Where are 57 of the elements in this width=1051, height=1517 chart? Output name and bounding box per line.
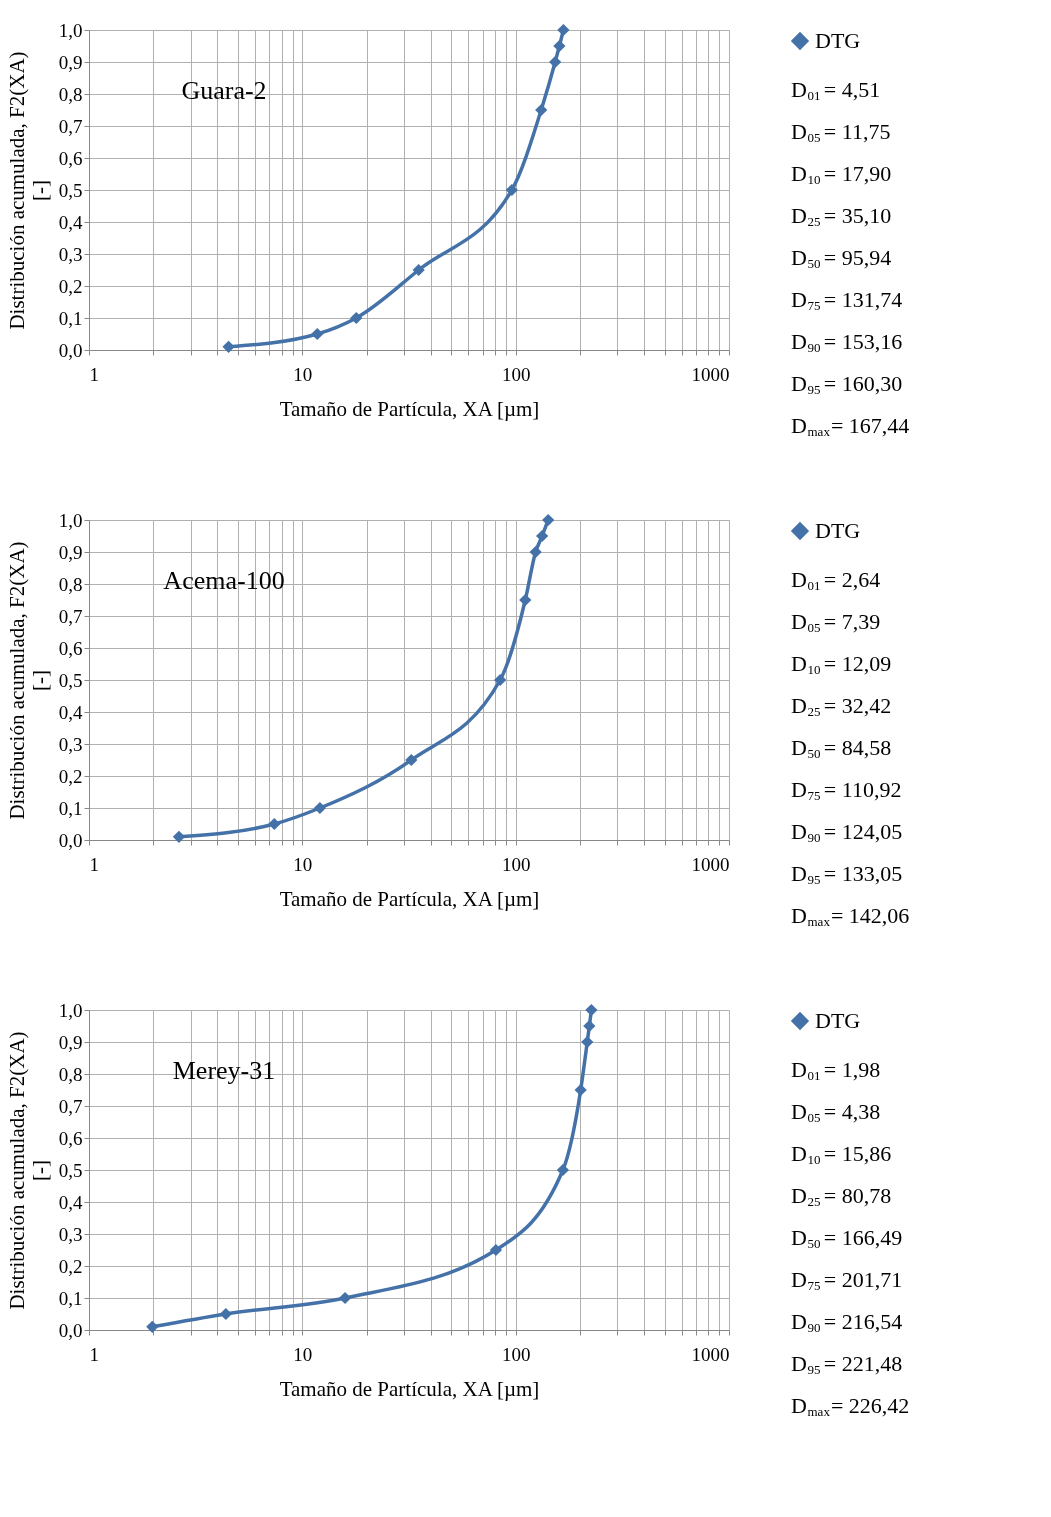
x-tick-label: 1000 <box>691 363 730 385</box>
x-axis-title: Tamaño de Partícula, XA [µm] <box>279 1376 540 1401</box>
legend-label: DTG <box>815 28 861 53</box>
x-tick-label: 1000 <box>691 853 730 875</box>
legend-label: DTG <box>815 518 861 543</box>
y-tick-label: 0,4 <box>58 211 83 233</box>
y-tick-label: 0,1 <box>58 797 83 819</box>
y-tick-label: 0,5 <box>58 179 83 201</box>
x-tick-label: 10 <box>293 1343 313 1365</box>
y-tick-label: 0,0 <box>58 1319 83 1341</box>
y-axis-title: Distribución acumulada, F2(XA) [-] <box>4 541 52 820</box>
x-axis-title: Tamaño de Partícula, XA [µm] <box>279 886 540 911</box>
x-tick-label: 10 <box>293 363 313 385</box>
y-tick-label: 0,1 <box>58 1287 83 1309</box>
y-tick-label: 0,8 <box>58 573 83 595</box>
y-tick-label: 0,9 <box>58 1031 83 1053</box>
text: Guara-2 <box>181 76 267 105</box>
y-tick-label: 0,2 <box>58 1255 83 1277</box>
x-tick-label: 100 <box>501 363 531 385</box>
x-tick-label: 1 <box>89 363 99 385</box>
x-tick-label: 1 <box>89 853 99 875</box>
x-tick-label: 1000 <box>691 1343 730 1365</box>
y-tick-label: 0,3 <box>58 1223 83 1245</box>
y-axis-title: Distribución acumulada, F2(XA) [-] <box>4 51 52 330</box>
y-tick-label: 1,0 <box>58 999 83 1021</box>
legend-label: DTG <box>815 1008 861 1033</box>
y-tick-label: 0,0 <box>58 339 83 361</box>
y-tick-label: 0,0 <box>58 829 83 851</box>
y-tick-label: 0,9 <box>58 541 83 563</box>
y-tick-label: 0,1 <box>58 307 83 329</box>
y-tick-label: 0,7 <box>58 1095 83 1117</box>
y-tick-label: 0,6 <box>58 1127 83 1149</box>
y-tick-label: 0,3 <box>58 243 83 265</box>
y-tick-label: 0,7 <box>58 605 83 627</box>
y-axis-title: Distribución acumulada, F2(XA) [-] <box>4 1031 52 1310</box>
x-tick-label: 100 <box>501 1343 531 1365</box>
y-tick-label: 0,4 <box>58 1191 83 1213</box>
y-tick-label: 0,3 <box>58 733 83 755</box>
y-tick-label: 0,8 <box>58 83 83 105</box>
y-tick-label: 1,0 <box>58 509 83 531</box>
y-tick-label: 0,6 <box>58 637 83 659</box>
y-tick-label: 0,4 <box>58 701 83 723</box>
y-tick-label: 1,0 <box>58 19 83 41</box>
y-tick-label: 0,2 <box>58 275 83 297</box>
y-tick-label: 0,7 <box>58 115 83 137</box>
y-tick-label: 0,9 <box>58 51 83 73</box>
y-tick-label: 0,8 <box>58 1063 83 1085</box>
x-axis-title: Tamaño de Partícula, XA [µm] <box>279 396 540 421</box>
text: Acema-100 <box>163 566 285 595</box>
y-tick-label: 0,6 <box>58 147 83 169</box>
x-tick-label: 10 <box>293 853 313 875</box>
x-tick-label: 100 <box>501 853 531 875</box>
y-tick-label: 0,2 <box>58 765 83 787</box>
y-tick-label: 0,5 <box>58 1159 83 1181</box>
x-tick-label: 1 <box>89 1343 99 1365</box>
text: Merey-31 <box>172 1056 276 1085</box>
y-tick-label: 0,5 <box>58 669 83 691</box>
